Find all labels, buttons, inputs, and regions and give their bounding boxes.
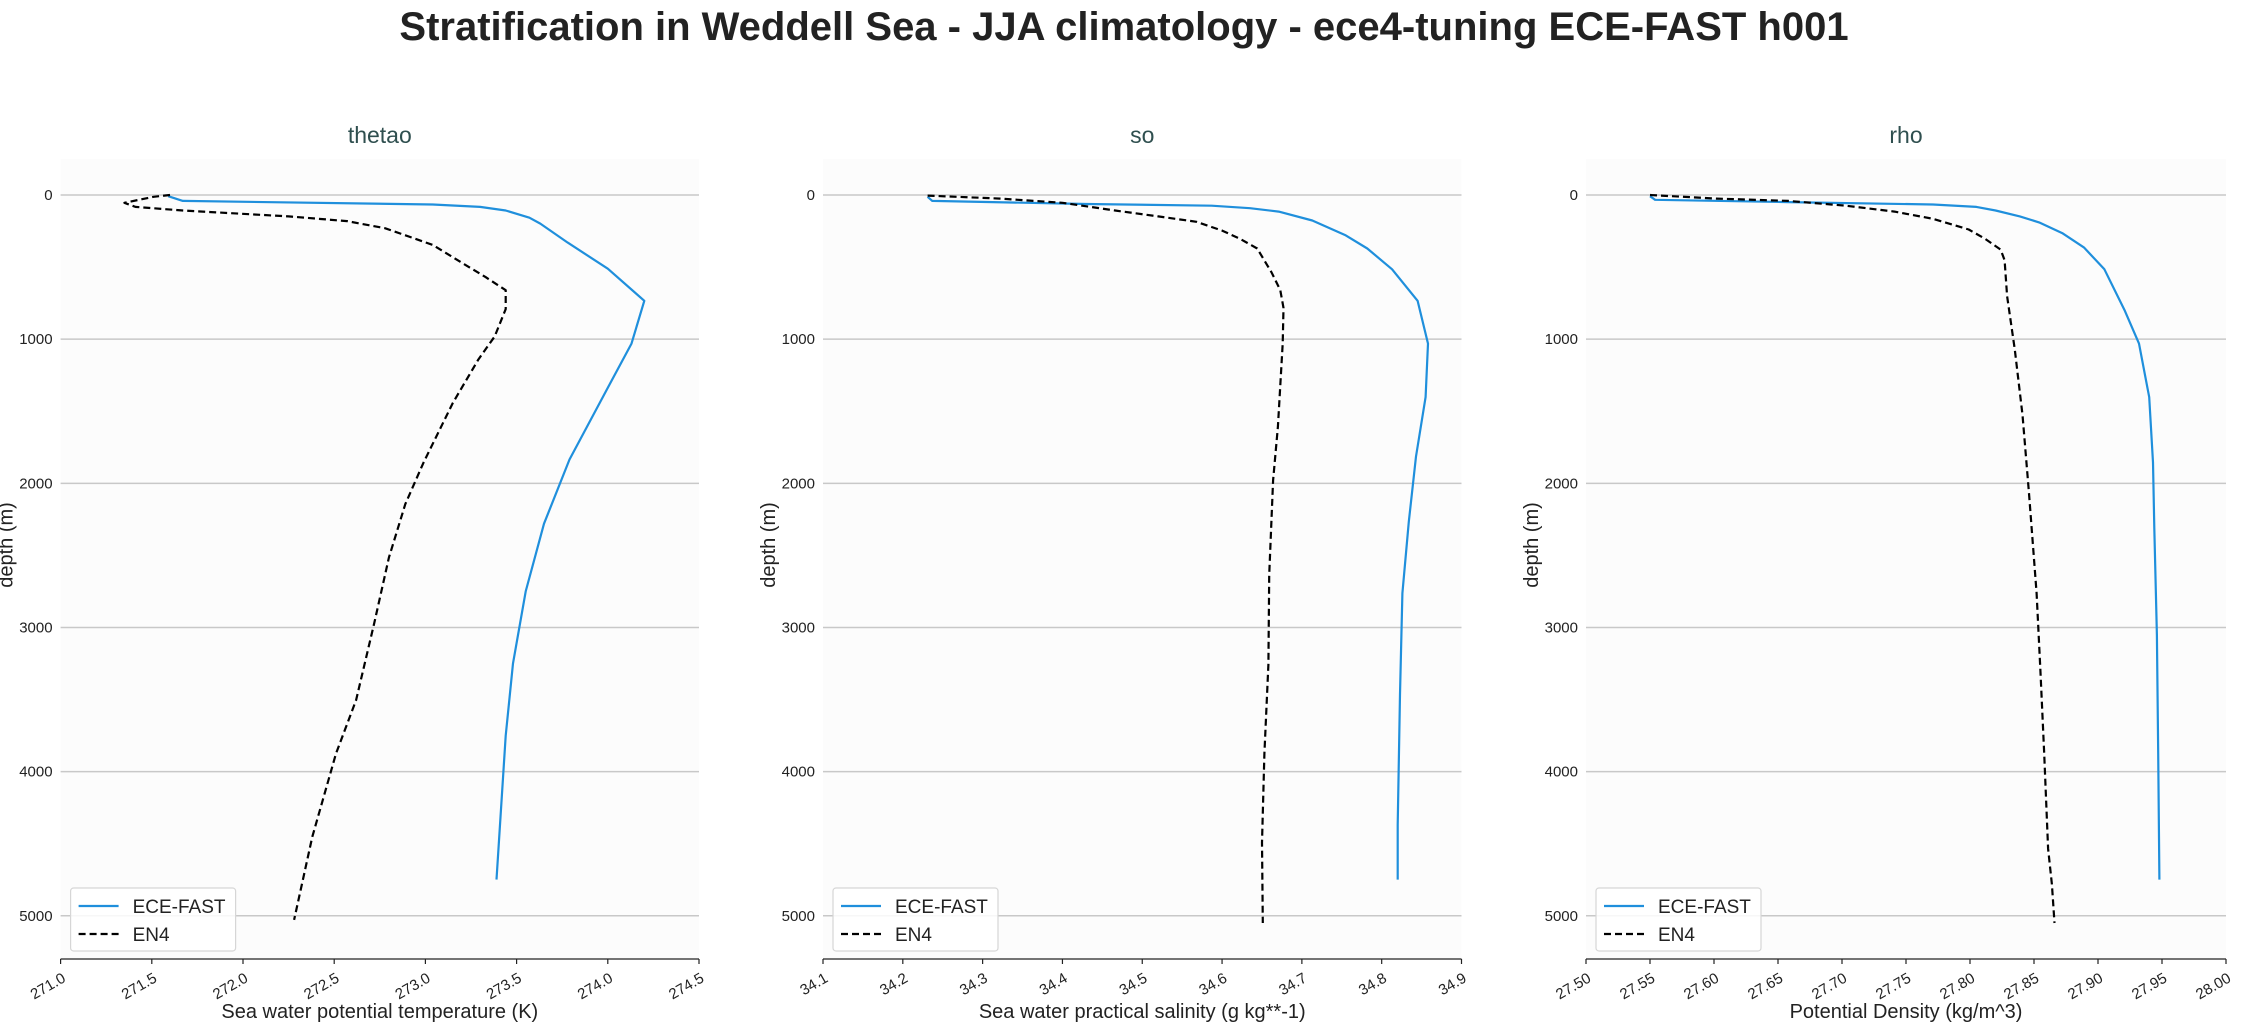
x-tick-label: 34.2 — [877, 970, 911, 999]
x-tick-label: 34.4 — [1037, 970, 1071, 999]
legend-label: ECE-FAST — [895, 897, 988, 918]
x-tick-label: 272.0 — [210, 970, 251, 1003]
y-tick-label: 1000 — [1545, 331, 1578, 348]
x-tick-label: 27.80 — [1937, 970, 1978, 1003]
plot-area — [1586, 159, 2226, 959]
y-axis-label: depth (m) — [1521, 502, 1543, 588]
x-tick-label: 27.55 — [1617, 970, 1658, 1003]
x-axis-label: Sea water potential temperature (K) — [221, 1001, 538, 1023]
plot-area — [60, 159, 700, 959]
panel-rho: rho 0 1000 2000 3000 4000 5000 27.50 27.55 27.60 2… — [1521, 122, 2234, 1023]
y-axis-label: depth (m) — [0, 502, 18, 588]
legend-label: ECE-FAST — [1658, 897, 1751, 918]
y-tick-label: 4000 — [19, 764, 52, 781]
plot-area — [823, 159, 1462, 959]
series-line-en4 — [123, 193, 507, 921]
x-tick-label: 27.75 — [1873, 970, 1914, 1003]
series-line-en4 — [927, 194, 1285, 924]
legend-label: EN4 — [133, 925, 170, 946]
x-axis-label: Potential Density (kg/m^3) — [1790, 1001, 2023, 1023]
x-tick-label: 27.70 — [1809, 970, 1850, 1003]
subplot-title: rho — [1889, 122, 1922, 148]
subplot-title: so — [1130, 122, 1154, 148]
x-tick-label: 34.3 — [957, 970, 991, 999]
y-tick-label: 4000 — [782, 764, 815, 781]
x-tick-label: 34.1 — [797, 970, 831, 999]
x-tick-label: 274.5 — [666, 970, 707, 1003]
y-tick-label: 4000 — [1545, 764, 1578, 781]
legend: ECE-FAST EN4 — [832, 887, 999, 952]
subplot-title: thetao — [348, 122, 412, 148]
legend-label: EN4 — [895, 925, 932, 946]
figure-title: Stratification in Weddell Sea - JJA clim… — [399, 5, 1848, 49]
x-tick-label: 274.0 — [575, 970, 616, 1003]
x-tick-label: 27.65 — [1745, 970, 1786, 1003]
x-tick-label: 28.00 — [2193, 970, 2234, 1003]
legend-label: ECE-FAST — [133, 897, 226, 918]
x-tick-label: 27.85 — [2001, 970, 2042, 1003]
x-tick-label: 34.5 — [1116, 970, 1150, 999]
x-tick-label: 34.9 — [1436, 970, 1470, 999]
series-line-ece-fast — [1649, 195, 2161, 880]
y-tick-label: 1000 — [782, 331, 815, 348]
y-tick-label: 2000 — [1545, 475, 1578, 492]
x-tick-label: 273.0 — [392, 970, 433, 1003]
y-axis-label: depth (m) — [758, 502, 780, 588]
y-tick-label: 0 — [807, 187, 815, 204]
y-tick-label: 3000 — [1545, 619, 1578, 636]
x-tick-label: 34.6 — [1196, 970, 1230, 999]
x-tick-label: 34.8 — [1356, 970, 1390, 999]
y-tick-label: 3000 — [782, 619, 815, 636]
y-tick-label: 0 — [1570, 187, 1578, 204]
panel-so: so 0 1000 2000 3000 4000 5000 34.1 34.2 34.3 34.4 3… — [758, 122, 1470, 1023]
legend-box — [832, 887, 999, 952]
legend: ECE-FAST EN4 — [1595, 887, 1762, 952]
x-tick-label: 271.0 — [28, 970, 69, 1003]
x-tick-label: 27.90 — [2065, 970, 2106, 1003]
y-tick-label: 0 — [44, 187, 52, 204]
y-tick-label: 3000 — [19, 619, 52, 636]
x-tick-label: 272.5 — [301, 970, 342, 1003]
y-tick-label: 2000 — [19, 475, 52, 492]
x-tick-label: 27.50 — [1553, 970, 1594, 1003]
x-tick-label: 27.95 — [2129, 970, 2170, 1003]
series-line-ece-fast — [167, 195, 646, 880]
y-tick-label: 1000 — [19, 331, 52, 348]
y-tick-label: 5000 — [19, 908, 52, 925]
series-line-ece-fast — [926, 195, 1430, 880]
y-tick-label: 5000 — [1545, 908, 1578, 925]
x-tick-label: 27.60 — [1681, 970, 1722, 1003]
panel-thetao: thetao 0 1000 2000 3000 4000 5000 271.0 271.5 272… — [0, 122, 707, 1023]
series-line-en4 — [1649, 193, 2056, 924]
legend-box — [1595, 887, 1762, 952]
x-tick-label: 273.5 — [484, 970, 525, 1003]
legend: ECE-FAST EN4 — [69, 887, 237, 952]
legend-label: EN4 — [1658, 925, 1695, 946]
x-tick-label: 34.7 — [1276, 970, 1310, 999]
x-axis-label: Sea water practical salinity (g kg**-1) — [979, 1001, 1306, 1023]
legend-box — [69, 887, 237, 952]
x-tick-label: 271.5 — [119, 970, 160, 1003]
y-tick-label: 2000 — [782, 475, 815, 492]
y-tick-label: 5000 — [782, 908, 815, 925]
